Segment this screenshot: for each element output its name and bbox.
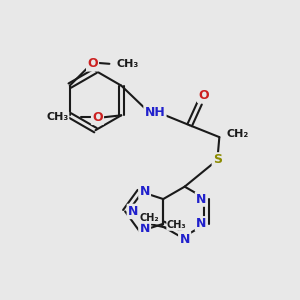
Text: N: N xyxy=(196,193,206,206)
Text: O: O xyxy=(87,57,98,70)
Text: N: N xyxy=(140,222,150,235)
Text: NH: NH xyxy=(145,106,165,119)
Text: CH₂: CH₂ xyxy=(226,129,248,139)
Text: O: O xyxy=(92,111,103,124)
Text: O: O xyxy=(198,89,209,102)
Text: CH₃: CH₃ xyxy=(167,220,186,230)
Text: N: N xyxy=(128,205,138,218)
Text: CH₃: CH₃ xyxy=(46,112,69,122)
Text: N: N xyxy=(140,185,150,198)
Text: N: N xyxy=(196,217,206,230)
Text: N: N xyxy=(179,232,190,245)
Text: S: S xyxy=(213,153,222,167)
Text: N: N xyxy=(179,233,190,246)
Text: CH₂: CH₂ xyxy=(139,213,159,224)
Text: CH₃: CH₃ xyxy=(116,59,139,69)
